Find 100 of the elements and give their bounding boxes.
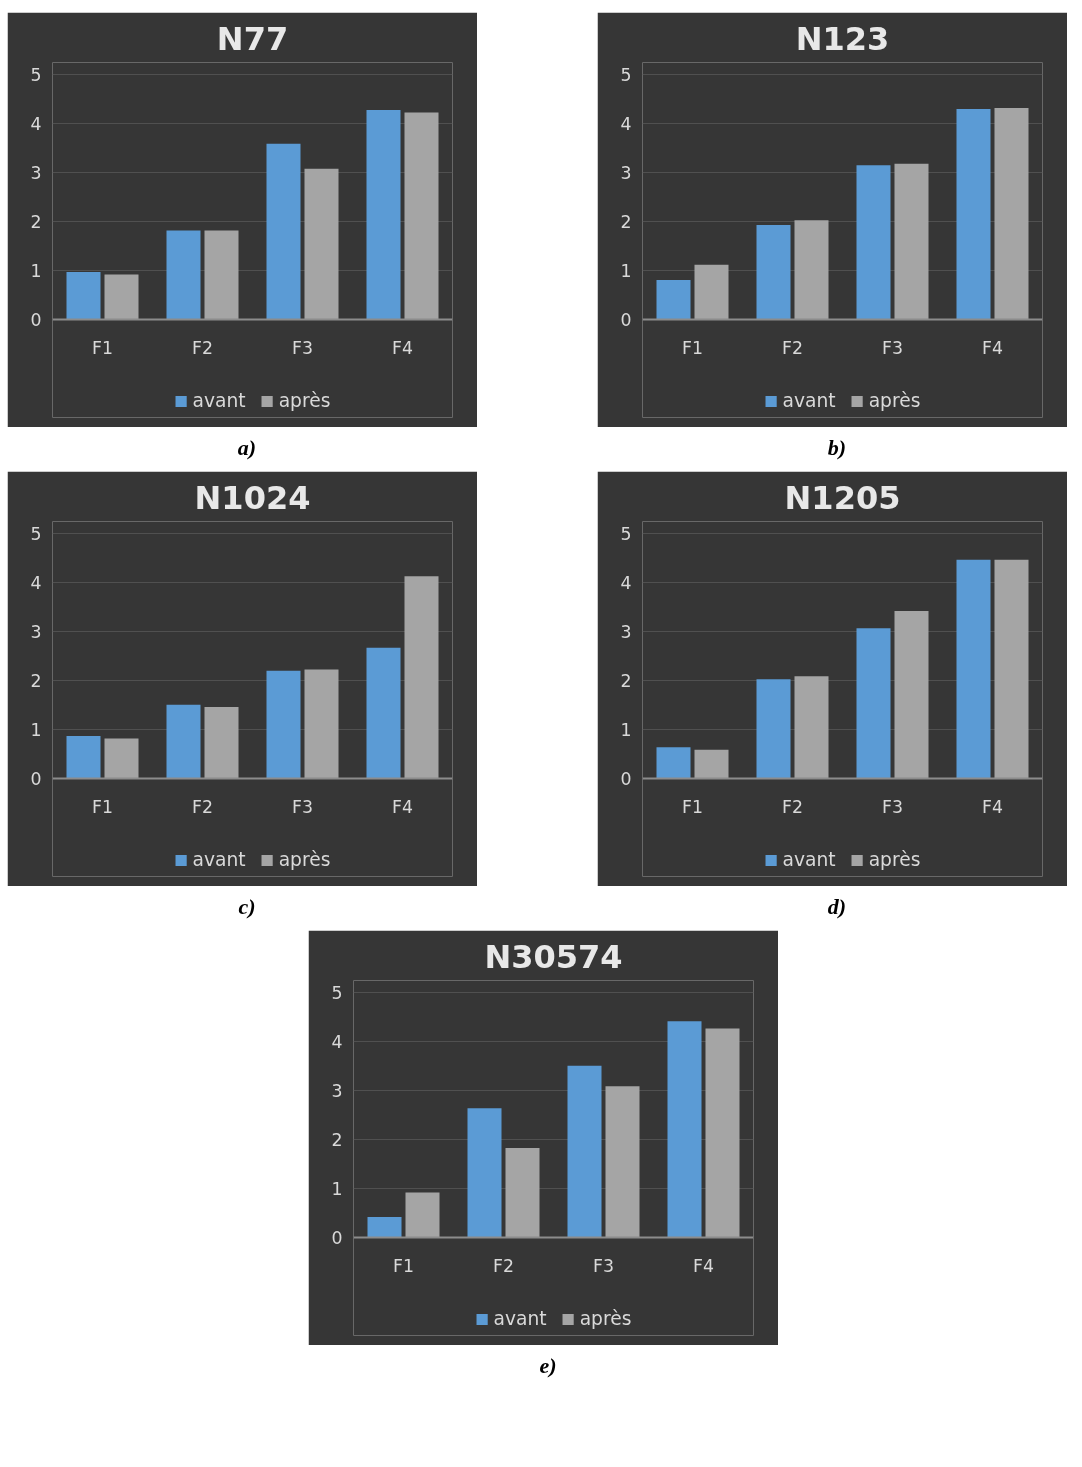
y-tick-label: 3 (30, 163, 42, 184)
bar (266, 143, 301, 320)
x-tick-label: F3 (292, 337, 313, 358)
y-tick-label: 0 (331, 1228, 343, 1249)
bar (204, 230, 239, 320)
x-tick-label: F3 (882, 337, 903, 358)
bar (994, 559, 1029, 779)
y-tick-label: 2 (331, 1130, 343, 1151)
bar (66, 272, 101, 320)
bar (366, 647, 401, 779)
bar (956, 109, 991, 320)
y-tick-label: 3 (620, 163, 632, 184)
text: a) (237, 434, 257, 462)
chart-title: N123 (795, 19, 890, 58)
y-tick-label: 5 (331, 983, 343, 1004)
y-tick-label: 4 (620, 114, 632, 135)
y-tick-label: 2 (30, 671, 42, 692)
bar (404, 576, 439, 779)
y-tick-label: 3 (331, 1081, 343, 1102)
x-tick-label: F1 (92, 796, 113, 817)
bar (66, 735, 101, 779)
legend-label: avant (192, 849, 246, 870)
bar (794, 220, 829, 320)
bar (166, 230, 201, 320)
y-tick-label: 2 (30, 212, 42, 233)
bar (756, 225, 791, 320)
legend-label: après (579, 1308, 632, 1329)
bar (956, 559, 991, 779)
x-tick-label: F3 (882, 796, 903, 817)
bar (404, 112, 439, 320)
y-tick-label: 5 (620, 65, 632, 86)
y-tick-label: 1 (620, 720, 632, 741)
legend-label: avant (782, 849, 836, 870)
bar (304, 669, 339, 779)
y-tick-label: 5 (30, 524, 42, 545)
bar (894, 163, 929, 320)
y-tick-label: 4 (331, 1032, 343, 1053)
x-tick-label: F4 (693, 1255, 714, 1276)
bar (656, 279, 691, 320)
x-tick-label: F2 (782, 796, 803, 817)
x-tick-label: F2 (493, 1255, 514, 1276)
x-tick-label: F2 (192, 796, 213, 817)
x-tick-label: F1 (393, 1255, 414, 1276)
bar (204, 707, 239, 779)
x-tick-label: F3 (593, 1255, 614, 1276)
bar (994, 108, 1029, 320)
legend-label: avant (782, 390, 836, 411)
y-tick-label: 3 (620, 622, 632, 643)
bar (667, 1021, 702, 1238)
bar (366, 110, 401, 320)
y-tick-label: 1 (331, 1179, 343, 1200)
y-tick-label: 1 (30, 720, 42, 741)
y-tick-label: 1 (620, 261, 632, 282)
y-tick-label: 2 (620, 671, 632, 692)
x-tick-label: F3 (292, 796, 313, 817)
text: d) (827, 893, 847, 921)
x-tick-label: F1 (682, 796, 703, 817)
y-tick-label: 0 (620, 769, 632, 790)
x-tick-label: F4 (982, 337, 1003, 358)
x-tick-label: F2 (192, 337, 213, 358)
bar (656, 747, 691, 779)
bar (166, 704, 201, 779)
bar (856, 165, 891, 320)
bar (304, 168, 339, 320)
legend-label: avant (192, 390, 246, 411)
bar (694, 749, 729, 779)
y-tick-label: 2 (620, 212, 632, 233)
chart-title: N1024 (194, 478, 311, 517)
bar (567, 1065, 602, 1238)
bar (694, 264, 729, 320)
chart-title: N1205 (784, 478, 901, 517)
bar (505, 1147, 540, 1238)
bar (605, 1086, 640, 1238)
text: b) (827, 434, 847, 462)
bar (705, 1028, 740, 1238)
bar (467, 1108, 502, 1238)
bar (405, 1192, 440, 1238)
bar (104, 738, 139, 779)
y-tick-label: 0 (620, 310, 632, 331)
y-tick-label: 4 (620, 573, 632, 594)
legend-label: après (868, 849, 921, 870)
legend-label: avant (493, 1308, 547, 1329)
y-tick-label: 4 (30, 114, 42, 135)
text: e) (539, 1352, 557, 1380)
bar (367, 1217, 402, 1238)
y-tick-label: 0 (30, 769, 42, 790)
x-tick-label: F1 (92, 337, 113, 358)
chart-title: N77 (216, 19, 289, 58)
y-tick-label: 5 (30, 65, 42, 86)
bar (794, 676, 829, 779)
y-tick-label: 1 (30, 261, 42, 282)
y-tick-label: 5 (620, 524, 632, 545)
bar (894, 611, 929, 779)
legend-label: après (868, 390, 921, 411)
y-tick-label: 4 (30, 573, 42, 594)
y-tick-label: 0 (30, 310, 42, 331)
x-tick-label: F4 (982, 796, 1003, 817)
x-tick-label: F1 (682, 337, 703, 358)
x-tick-label: F4 (392, 796, 413, 817)
x-tick-label: F4 (392, 337, 413, 358)
